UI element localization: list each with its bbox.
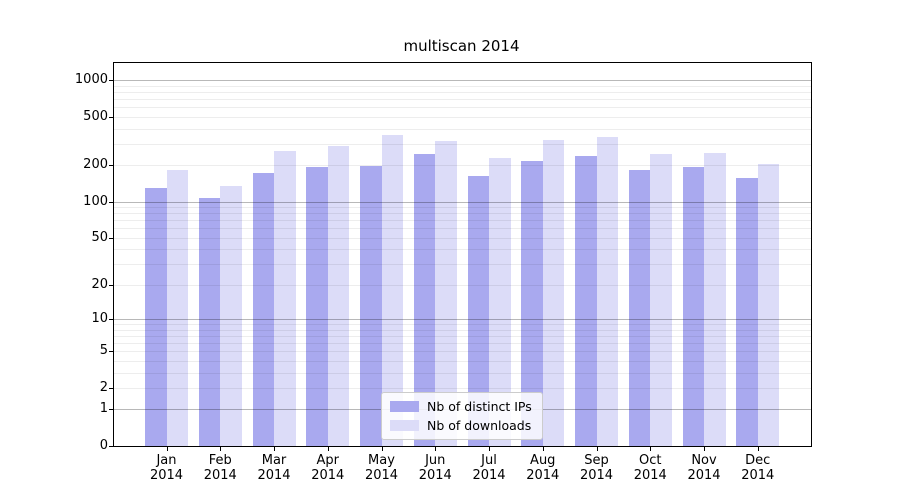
y-tick <box>109 201 113 203</box>
bar-downloads <box>220 185 242 446</box>
plot-area: Nb of distinct IPs Nb of downloads 0 1 2 5 1… <box>75 62 812 483</box>
x-tick-label: Oct 2014 <box>633 453 667 483</box>
y-tick <box>109 80 113 82</box>
bar-downloads <box>704 153 726 446</box>
bar-distinct-ips <box>682 167 704 446</box>
y-tick-label: 2 <box>99 379 108 395</box>
x-tick-label: Jul 2014 <box>472 453 506 483</box>
bar-distinct-ips <box>628 170 651 446</box>
y-tick <box>109 318 113 320</box>
bar-distinct-ips <box>736 178 758 446</box>
bar-downloads <box>650 154 672 446</box>
bar-distinct-ips <box>198 198 221 446</box>
x-tick <box>757 447 759 451</box>
x-tick <box>650 447 652 451</box>
legend-item-downloads: Nb of downloads <box>390 418 532 433</box>
x-tick-label: Sep 2014 <box>579 453 614 483</box>
x-tick-label: Nov 2014 <box>687 453 721 483</box>
bar-distinct-ips <box>467 176 489 446</box>
minor-gridline <box>114 91 811 93</box>
legend: Nb of distinct IPs Nb of downloads <box>381 392 543 440</box>
bar-downloads <box>596 137 618 446</box>
x-tick <box>220 447 222 451</box>
x-tick <box>166 447 168 451</box>
bar-downloads <box>542 140 565 446</box>
legend-item-distinct-ips: Nb of distinct IPs <box>390 399 532 414</box>
x-tick-label: Jan 2014 <box>149 453 184 483</box>
bar-downloads <box>166 169 188 446</box>
y-tick <box>109 446 113 447</box>
x-tick <box>596 447 598 451</box>
y-tick-label: 1 <box>99 401 108 417</box>
minor-gridline <box>114 116 811 118</box>
y-tick-label: 10 <box>91 310 108 326</box>
y-tick-label: 0 <box>99 438 108 453</box>
minor-gridline <box>114 128 811 130</box>
y-tick <box>109 165 113 167</box>
x-tick <box>435 447 437 451</box>
x-tick-label: May 2014 <box>364 453 399 483</box>
bar-distinct-ips <box>252 173 274 446</box>
x-tick-label: Jun 2014 <box>418 453 452 483</box>
x-tick <box>274 447 275 451</box>
y-tick-label: 5 <box>99 343 108 359</box>
bar-distinct-ips <box>575 155 597 446</box>
legend-label-downloads: Nb of downloads <box>427 418 532 433</box>
y-tick <box>109 284 113 286</box>
x-tick-label: Feb 2014 <box>203 453 237 483</box>
bar-downloads <box>327 146 350 446</box>
x-tick-label: Aug 2014 <box>526 453 560 483</box>
y-tick-label: 50 <box>91 229 108 245</box>
x-tick-label: Apr 2014 <box>311 453 345 483</box>
y-tick <box>109 237 113 239</box>
bar-downloads <box>381 135 403 446</box>
bar-downloads <box>489 157 511 446</box>
x-tick <box>704 447 705 451</box>
x-tick-label: Mar 2014 <box>257 453 291 483</box>
x-tick <box>381 447 383 451</box>
legend-label-distinct-ips: Nb of distinct IPs <box>427 399 532 414</box>
bar-downloads <box>435 141 457 446</box>
y-tick-label: 1000 <box>74 72 108 88</box>
legend-swatch-distinct-ips <box>390 401 419 412</box>
x-tick <box>327 447 329 451</box>
y-tick <box>109 116 113 118</box>
minor-gridline <box>114 143 811 145</box>
y-tick-label: 500 <box>83 108 108 124</box>
bar-distinct-ips <box>413 154 436 446</box>
y-tick-label: 200 <box>83 157 108 173</box>
minor-gridline <box>114 98 811 100</box>
bar-downloads <box>274 151 296 446</box>
x-tick <box>542 447 544 451</box>
y-tick <box>109 409 113 411</box>
major-gridline <box>114 80 811 82</box>
chart-title: multiscan 2014 <box>403 37 520 55</box>
minor-gridline <box>114 85 811 87</box>
y-tick <box>109 387 113 389</box>
bar-distinct-ips <box>360 165 382 446</box>
minor-gridline <box>114 107 811 109</box>
y-tick-label: 100 <box>83 193 108 209</box>
bar-distinct-ips <box>145 187 167 446</box>
y-tick <box>109 351 113 353</box>
y-tick-label: 20 <box>91 276 108 292</box>
legend-swatch-downloads <box>390 420 419 431</box>
x-tick <box>489 447 490 451</box>
bar-distinct-ips <box>521 161 543 446</box>
bar-distinct-ips <box>306 167 328 446</box>
bar-downloads <box>757 164 780 446</box>
x-tick-label: Dec 2014 <box>741 453 775 483</box>
